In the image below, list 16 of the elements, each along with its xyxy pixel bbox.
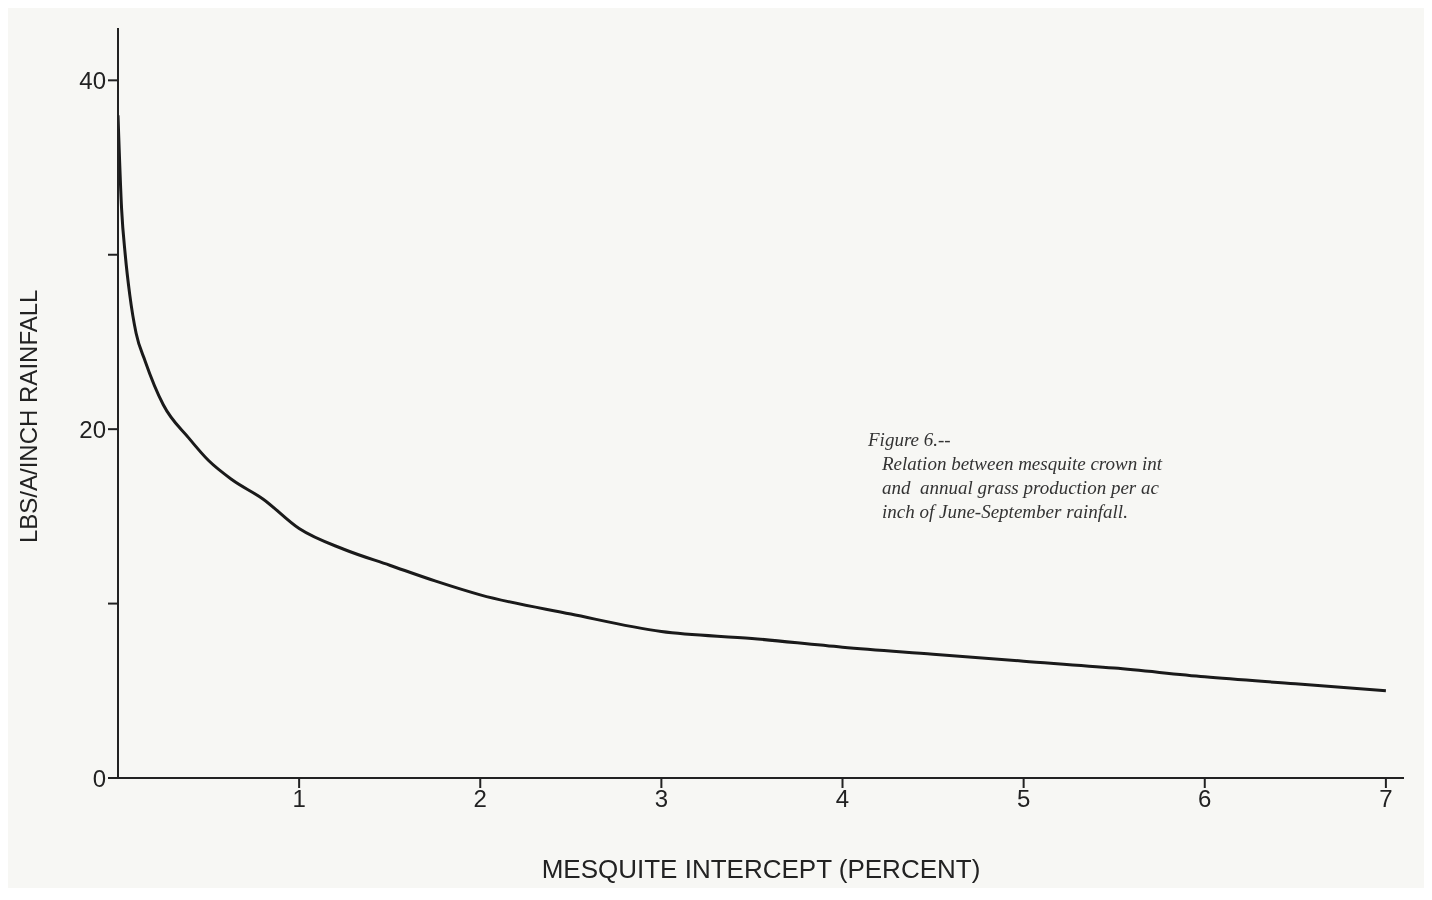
y-tick-label: 20 [79,415,106,443]
annotation: Figure 6.-- [868,428,952,452]
x-tick-label: 2 [473,785,487,813]
x-tick-label: 1 [292,785,306,813]
x-axis-title: MESQUITE INTERCEPT (PERCENT) [541,854,981,884]
x-tick-label: 7 [1379,785,1393,813]
annotation: Relation between mesquite crown int [881,452,1163,476]
x-tick-label: 4 [835,785,850,813]
y-tick-label: 0 [92,764,106,792]
annotation: inch of June-September rainfall. [881,500,1129,524]
y-axis-title: LBS/A/INCH RAINFALL [14,289,42,543]
y-tick-label: 40 [79,66,106,94]
annotation: and annual grass production per ac [881,476,1160,500]
x-tick-label: 3 [654,785,669,813]
x-tick-label: 5 [1016,785,1031,813]
x-tick-label: 6 [1198,785,1212,813]
